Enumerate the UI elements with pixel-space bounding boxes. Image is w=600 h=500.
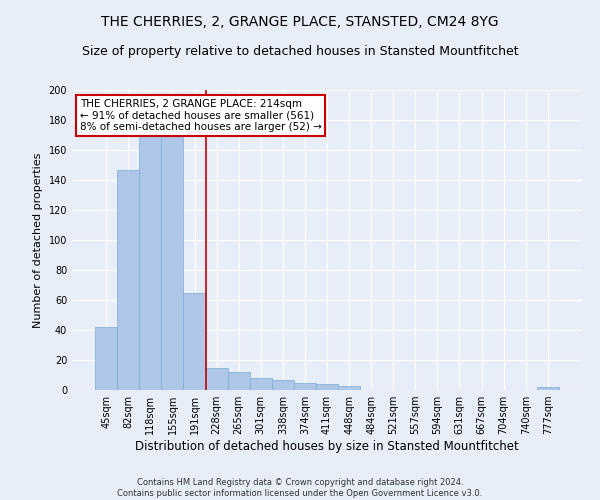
Bar [338,386,360,390]
Text: THE CHERRIES, 2, GRANGE PLACE, STANSTED, CM24 8YG: THE CHERRIES, 2, GRANGE PLACE, STANSTED,… [101,15,499,29]
Bar [117,170,139,390]
Text: Size of property relative to detached houses in Stansted Mountfitchet: Size of property relative to detached ho… [82,45,518,58]
Bar [537,387,559,390]
Bar [161,105,184,390]
Bar [206,368,227,390]
Bar [227,372,250,390]
X-axis label: Distribution of detached houses by size in Stansted Mountfitchet: Distribution of detached houses by size … [135,440,519,453]
Text: THE CHERRIES, 2 GRANGE PLACE: 214sqm
← 91% of detached houses are smaller (561)
: THE CHERRIES, 2 GRANGE PLACE: 214sqm ← 9… [80,99,322,132]
Text: Contains HM Land Registry data © Crown copyright and database right 2024.
Contai: Contains HM Land Registry data © Crown c… [118,478,482,498]
Bar [250,378,272,390]
Bar [95,327,117,390]
Bar [139,105,161,390]
Bar [184,292,206,390]
Y-axis label: Number of detached properties: Number of detached properties [33,152,43,328]
Bar [294,382,316,390]
Bar [316,384,338,390]
Bar [272,380,294,390]
